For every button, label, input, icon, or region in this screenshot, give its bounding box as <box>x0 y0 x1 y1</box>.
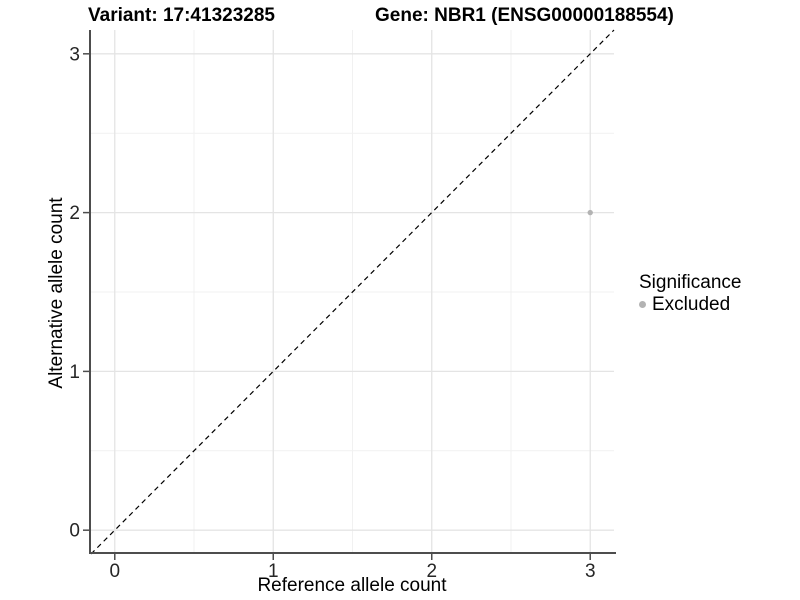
legend: Significance Excluded <box>639 272 742 315</box>
gene-title: Gene: NBR1 (ENSG00000188554) <box>375 5 674 26</box>
variant-title: Variant: 17:41323285 <box>88 5 275 26</box>
x-tick-label: 3 <box>585 561 596 582</box>
legend-item-label: Excluded <box>652 293 731 315</box>
legend-key-dot-icon <box>639 301 646 308</box>
identity-reference-line <box>90 29 615 555</box>
data-point <box>587 209 593 216</box>
legend-item-excluded: Excluded <box>639 293 741 315</box>
y-tick-label: 1 <box>69 362 80 383</box>
y-tick-label: 0 <box>69 521 80 542</box>
y-tick-label: 3 <box>69 44 80 65</box>
x-tick-label: 1 <box>268 561 279 582</box>
legend-title: Significance <box>639 272 742 293</box>
y-axis-label: Alternative allele count <box>46 197 67 389</box>
y-tick-label: 2 <box>69 203 80 224</box>
x-axis-label: Reference allele count <box>257 575 447 596</box>
x-tick-label: 0 <box>109 561 120 582</box>
x-tick-label: 2 <box>426 561 437 582</box>
